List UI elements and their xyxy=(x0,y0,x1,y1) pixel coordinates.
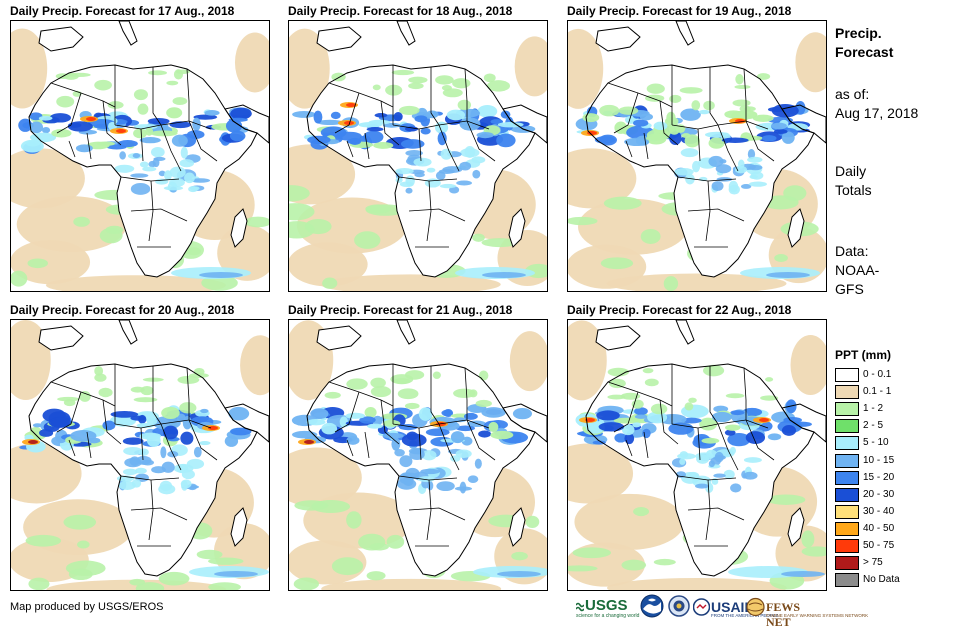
usgs-wordmark: USGS xyxy=(585,597,628,614)
legend-label: 0.1 - 1 xyxy=(863,386,892,398)
panel-title: Daily Precip. Forecast for 20 Aug., 2018 xyxy=(10,303,235,317)
legend-swatch xyxy=(835,521,859,536)
precip-map xyxy=(288,20,548,292)
usgs-tagline: science for a changing world xyxy=(576,613,640,619)
side-asof: as of: Aug 17, 2018 xyxy=(835,85,918,123)
panel-title: Daily Precip. Forecast for 17 Aug., 2018 xyxy=(10,4,235,18)
side-asof-label: as of: xyxy=(835,86,870,102)
legend-label: 40 - 50 xyxy=(863,522,895,534)
legend-label: 1 - 2 xyxy=(863,403,884,415)
africa-precip-map xyxy=(568,320,826,590)
side-asof-date: Aug 17, 2018 xyxy=(835,105,919,121)
legend-label: 5 - 10 xyxy=(863,437,889,449)
legend-swatch xyxy=(835,573,859,588)
legend-label: 50 - 75 xyxy=(863,540,895,551)
precip-map xyxy=(567,20,827,292)
africa-precip-map xyxy=(11,320,269,590)
fewsnet-tagline: FAMINE EARLY WARNING SYSTEMS NETWORK xyxy=(766,613,869,618)
legend-swatch xyxy=(835,436,859,451)
usaid-logo: USAID FROM THE AMERICAN PEOPLE xyxy=(693,594,778,620)
legend-swatch xyxy=(835,504,859,519)
legend-label: > 75 xyxy=(863,557,883,569)
side-totals-line1: Daily xyxy=(835,163,867,179)
usgs-wave-icon xyxy=(575,599,585,612)
africa-precip-map xyxy=(289,320,547,590)
side-data-line3: GFS xyxy=(835,281,864,297)
side-data-line2: NOAA- xyxy=(835,262,880,278)
logo-strip: USGS science for a changing world USAID … xyxy=(575,594,868,629)
legend-label: 0 - 0.1 xyxy=(863,369,892,380)
side-heading-line2: Forecast xyxy=(835,44,894,60)
forecast-panel-1: Daily Precip. Forecast for 17 Aug., 2018 xyxy=(10,4,270,292)
dhs-seal-icon xyxy=(668,595,690,617)
legend-label: 15 - 20 xyxy=(863,471,895,483)
credit-text: Map produced by USGS/EROS xyxy=(10,601,164,613)
precip-map xyxy=(567,319,827,591)
side-data-source: Data: NOAA- GFS xyxy=(835,242,879,299)
fewsnet-globe-icon xyxy=(746,597,765,617)
panel-title: Daily Precip. Forecast for 22 Aug., 2018 xyxy=(567,303,792,317)
africa-precip-map xyxy=(289,21,547,291)
usaid-wordmark: USAID xyxy=(711,599,755,615)
forecast-panel-2: Daily Precip. Forecast for 18 Aug., 2018 xyxy=(288,4,548,292)
forecast-panel-4: Daily Precip. Forecast for 20 Aug., 2018 xyxy=(10,303,270,591)
africa-precip-map xyxy=(11,21,269,291)
legend-label: 2 - 5 xyxy=(863,420,884,432)
precip-map xyxy=(10,20,270,292)
panel-title: Daily Precip. Forecast for 19 Aug., 2018 xyxy=(567,4,792,18)
legend-label: 20 - 30 xyxy=(863,488,895,500)
legend-label: 30 - 40 xyxy=(863,505,895,517)
side-totals: Daily Totals xyxy=(835,162,872,200)
noaa-emblem-icon xyxy=(640,594,664,618)
legend-label: 10 - 15 xyxy=(863,454,895,466)
legend-swatch xyxy=(835,487,859,502)
noaa-logo xyxy=(640,594,664,620)
precip-map xyxy=(10,319,270,591)
legend-swatch xyxy=(835,368,859,382)
forecast-panel-6: Daily Precip. Forecast for 22 Aug., 2018 xyxy=(567,303,827,591)
side-heading: Precip. Forecast xyxy=(835,24,893,62)
usaid-tagline: FROM THE AMERICAN PEOPLE xyxy=(711,613,779,618)
legend-swatch xyxy=(835,402,859,417)
legend-swatch xyxy=(835,453,859,468)
side-heading-line1: Precip. xyxy=(835,25,882,41)
precip-map xyxy=(288,319,548,591)
africa-precip-map xyxy=(568,21,826,291)
fewsnet-logo: FEWS NET FAMINE EARLY WARNING SYSTEMS NE… xyxy=(746,594,868,629)
usaid-seal-icon xyxy=(693,598,710,616)
side-data-line1: Data: xyxy=(835,243,869,259)
legend-title: PPT (mm) xyxy=(835,348,892,362)
legend-swatch xyxy=(835,419,859,434)
legend-swatch xyxy=(835,539,859,553)
side-totals-line2: Totals xyxy=(835,182,872,198)
legend-swatch xyxy=(835,470,859,485)
legend-swatch xyxy=(835,385,859,400)
legend-label: No Data xyxy=(863,574,900,586)
forecast-panel-3: Daily Precip. Forecast for 19 Aug., 2018 xyxy=(567,4,827,292)
legend-swatch xyxy=(835,556,859,571)
panel-title: Daily Precip. Forecast for 18 Aug., 2018 xyxy=(288,4,513,18)
forecast-panel-5: Daily Precip. Forecast for 21 Aug., 2018 xyxy=(288,303,548,591)
usgs-logo: USGS science for a changing world xyxy=(575,594,640,620)
panel-title: Daily Precip. Forecast for 21 Aug., 2018 xyxy=(288,303,513,317)
dhs-logo xyxy=(668,594,690,620)
